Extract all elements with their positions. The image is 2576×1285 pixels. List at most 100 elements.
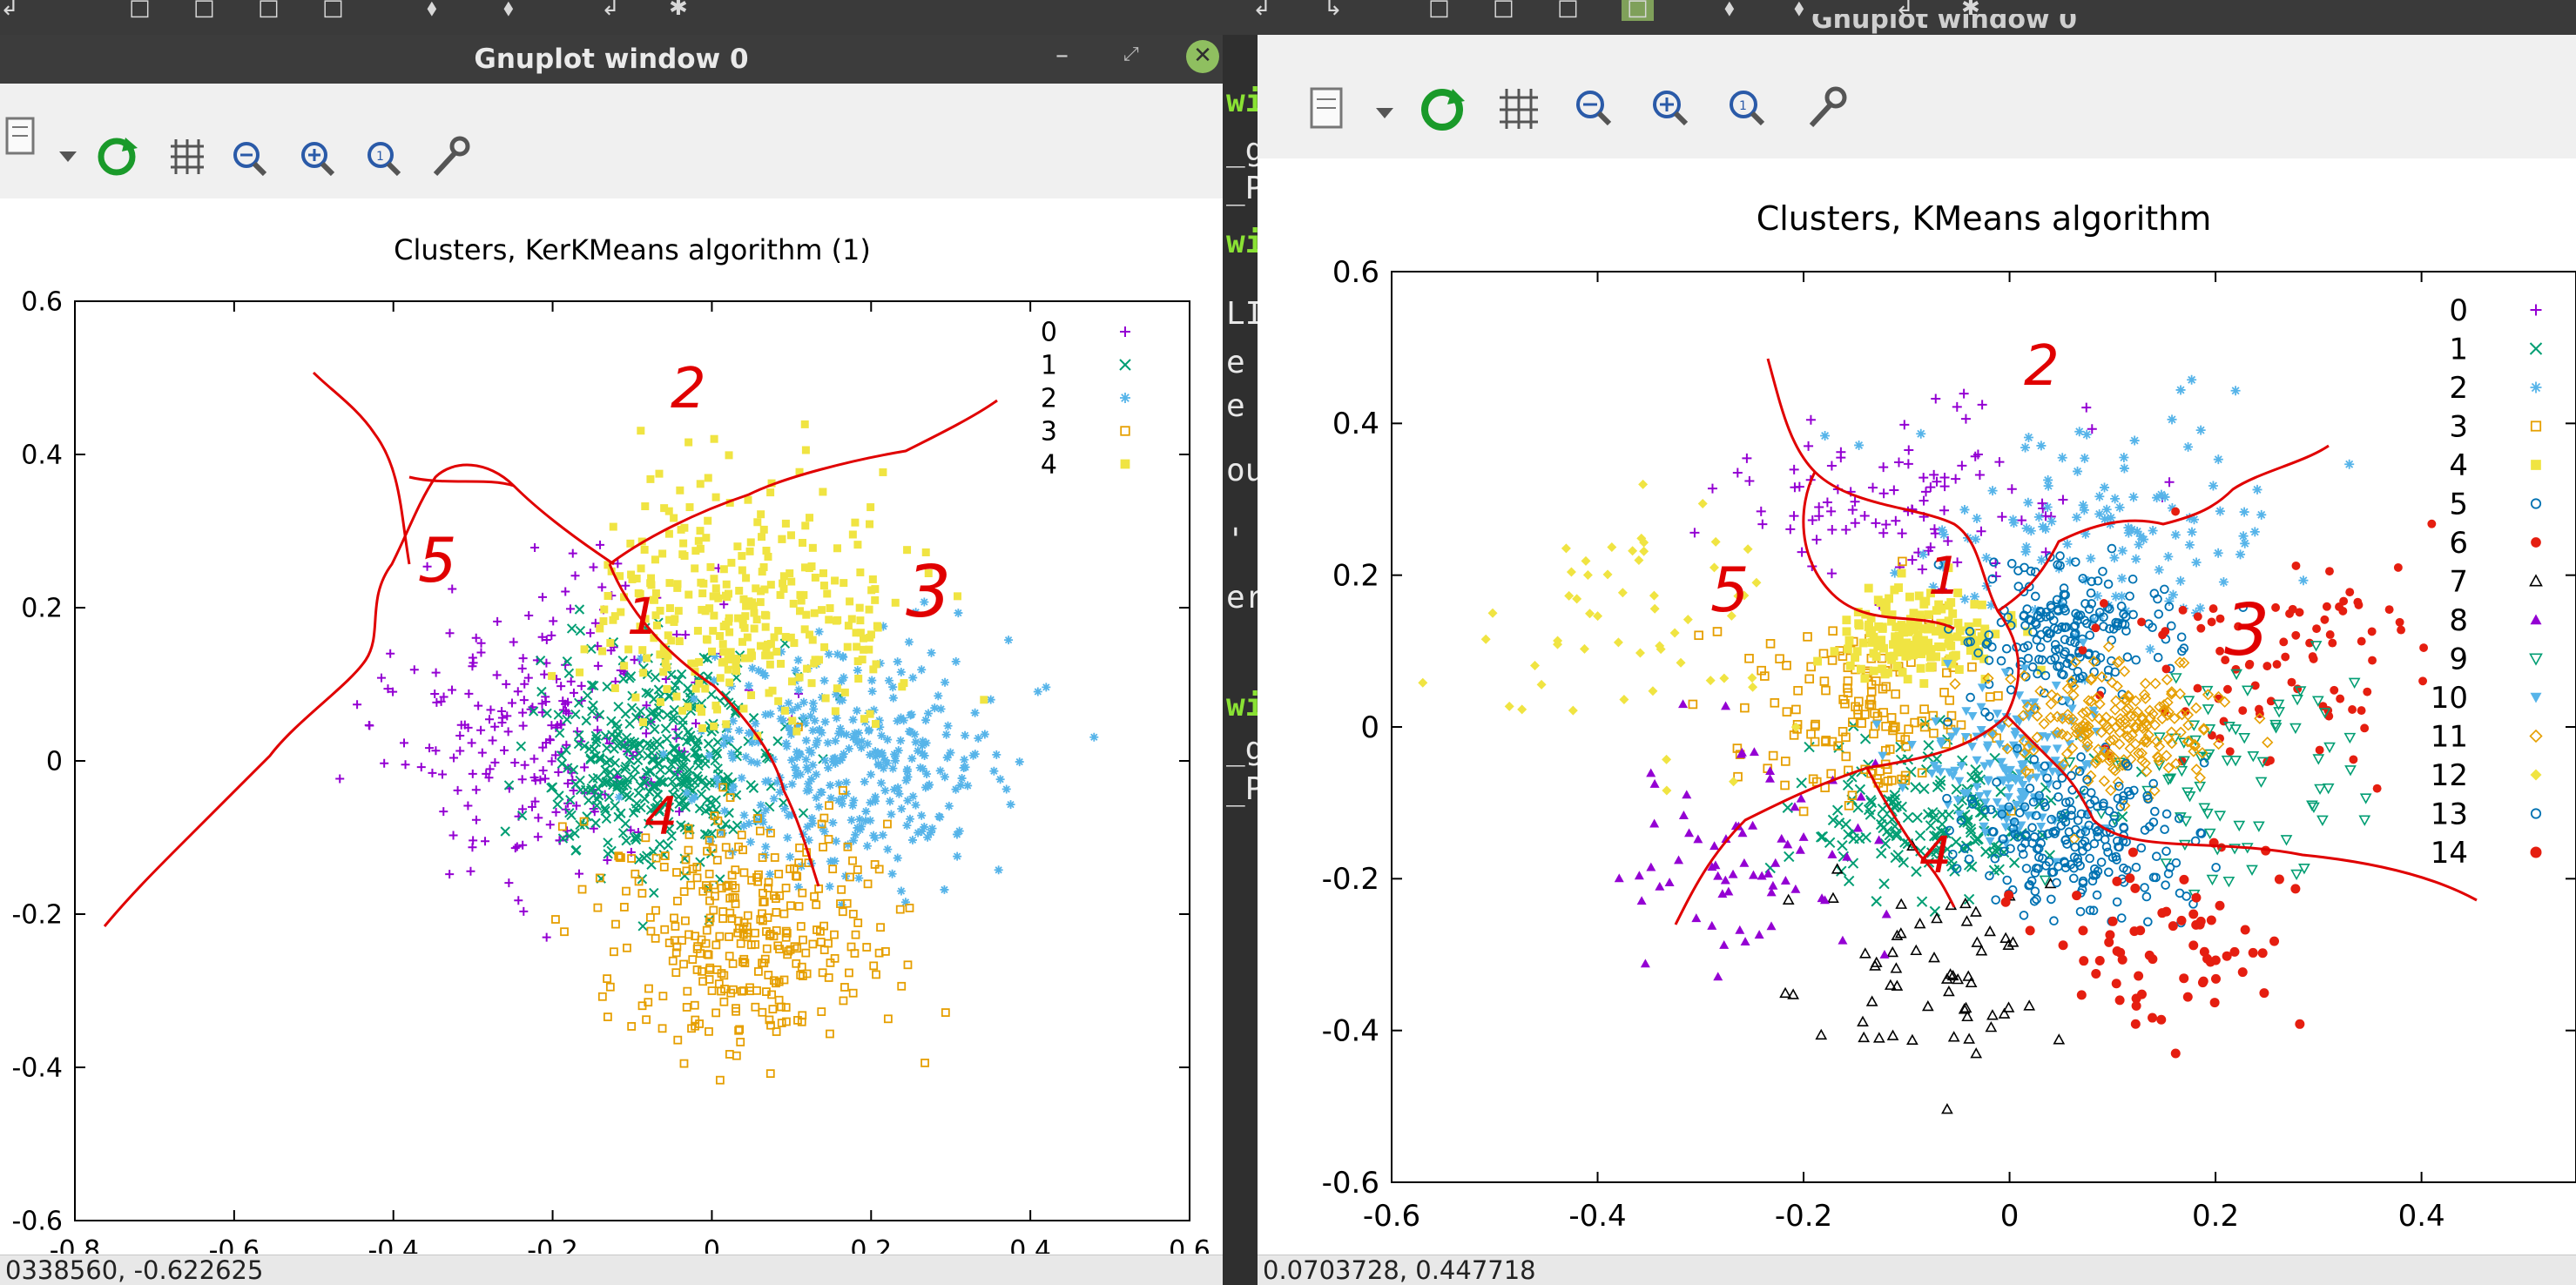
zoom-in-icon[interactable] (1653, 91, 1689, 126)
settings-wrench-icon[interactable] (433, 136, 470, 177)
data-point (2021, 542, 2032, 552)
data-point (774, 696, 783, 705)
topbar-tool-icon[interactable]: ✱ (669, 0, 688, 21)
data-point (739, 595, 748, 603)
data-point (761, 622, 770, 631)
data-point (2040, 547, 2051, 557)
topbar-tool-icon[interactable]: □ (193, 0, 215, 21)
data-point (1887, 610, 1897, 620)
dropdown-arrow-icon[interactable] (1376, 108, 1393, 118)
data-point (817, 728, 826, 737)
dropdown-arrow-icon[interactable] (59, 151, 77, 162)
data-point (737, 773, 746, 783)
topbar-tool-icon[interactable]: ↲ (601, 0, 620, 21)
topbar-tool-icon[interactable]: ↲ (1252, 0, 1271, 21)
data-point (1743, 544, 1753, 555)
data-point (759, 525, 768, 534)
data-point (783, 833, 792, 843)
topbar-tool-icon[interactable]: ↲ (0, 0, 19, 21)
topbar-tool-icon[interactable]: □ (1428, 0, 1450, 21)
data-point (1943, 800, 1953, 810)
legend-marker (1120, 326, 1130, 337)
topbar-tool-icon[interactable]: ⬧ (503, 0, 514, 21)
data-point (2427, 519, 2437, 528)
data-point (835, 756, 845, 765)
data-point (2039, 875, 2052, 887)
window-titlebar[interactable]: Gnuplot window 0 – ⤢ ✕ (0, 35, 1223, 84)
data-point (670, 514, 678, 522)
data-point (1891, 722, 1900, 732)
data-point (1867, 638, 1877, 647)
zoom-in-icon[interactable] (301, 142, 335, 177)
data-point (2393, 562, 2403, 572)
data-point (1928, 811, 1939, 824)
legend-label: 1 (2449, 332, 2468, 367)
data-point (760, 851, 770, 860)
data-point (2082, 695, 2094, 707)
topbar-tool-icon[interactable]: □ (258, 0, 280, 21)
data-point (380, 758, 389, 768)
data-point (2103, 723, 2115, 736)
zoom-reset-icon[interactable]: 1 (368, 142, 401, 177)
topbar-tool-icon[interactable]: □ (129, 0, 151, 21)
close-icon[interactable]: ✕ (1186, 40, 1219, 73)
topbar-tool-icon[interactable]: □ (1622, 0, 1654, 21)
data-point (1993, 710, 2003, 719)
maximize-icon[interactable]: ⤢ (1123, 44, 1139, 65)
data-point (1748, 870, 1758, 879)
zoom-out-icon[interactable] (1576, 91, 1612, 126)
data-point (719, 648, 728, 656)
data-point (2161, 880, 2170, 890)
data-point (1985, 1020, 1998, 1033)
plot-area-left[interactable]: Clusters, KerKMeans algorithm (1) -0.8 -0.… (0, 198, 1223, 1266)
data-point (1688, 699, 1698, 710)
replot-icon[interactable] (1421, 89, 1465, 131)
data-point (2005, 673, 2017, 685)
topbar-tool-icon[interactable]: □ (1557, 0, 1579, 21)
topbar-tool-icon[interactable]: ↲ (1895, 0, 1914, 21)
topbar-tool-icon[interactable]: ⬧ (427, 0, 437, 21)
data-point (784, 946, 793, 956)
export-icon[interactable] (5, 117, 35, 155)
data-point (994, 865, 1003, 875)
replot-icon[interactable] (98, 138, 138, 176)
topbar-tool-icon[interactable]: ⬧ (1794, 0, 1804, 21)
topbar-tool-icon[interactable]: ⬧ (1724, 0, 1735, 21)
data-point (2119, 463, 2129, 474)
data-point (678, 779, 689, 791)
topbar-tool-icon[interactable]: ↳ (1324, 0, 1343, 21)
data-point (2188, 720, 2201, 731)
data-point (702, 925, 711, 935)
topbar-tool-icon[interactable]: □ (1493, 0, 1514, 21)
topbar-tool-icon[interactable]: □ (322, 0, 344, 21)
data-point (431, 746, 441, 756)
data-point (862, 841, 872, 851)
data-point (2078, 645, 2087, 655)
data-point (1713, 972, 1723, 981)
data-point (557, 822, 567, 831)
data-point (2357, 706, 2366, 716)
data-point (2212, 690, 2225, 703)
data-point (1607, 542, 1617, 552)
data-point (1884, 829, 1895, 841)
data-point (1418, 677, 1428, 688)
plot-area-right[interactable]: Clusters, KMeans algorithm -0.6 -0.4 -0.2 0 0… (1258, 158, 2576, 1255)
settings-wrench-icon[interactable] (1809, 86, 1847, 128)
data-point (738, 845, 747, 855)
topbar-tool-icon[interactable]: ✱ (1961, 0, 1980, 21)
data-point (1989, 557, 1999, 568)
data-point (582, 690, 593, 701)
data-point (609, 616, 617, 624)
data-point (894, 746, 903, 756)
export-icon[interactable] (1310, 87, 1343, 129)
zoom-reset-icon[interactable]: 1 (1730, 91, 1765, 126)
grid-icon[interactable] (171, 139, 204, 174)
minimize-icon[interactable]: – (1055, 40, 1069, 71)
data-point (879, 468, 887, 476)
zoom-out-icon[interactable] (233, 142, 267, 177)
grid-icon[interactable] (1500, 89, 1538, 129)
data-point (1678, 699, 1689, 709)
data-point (691, 718, 701, 728)
data-point (664, 507, 673, 515)
data-point (907, 710, 916, 719)
